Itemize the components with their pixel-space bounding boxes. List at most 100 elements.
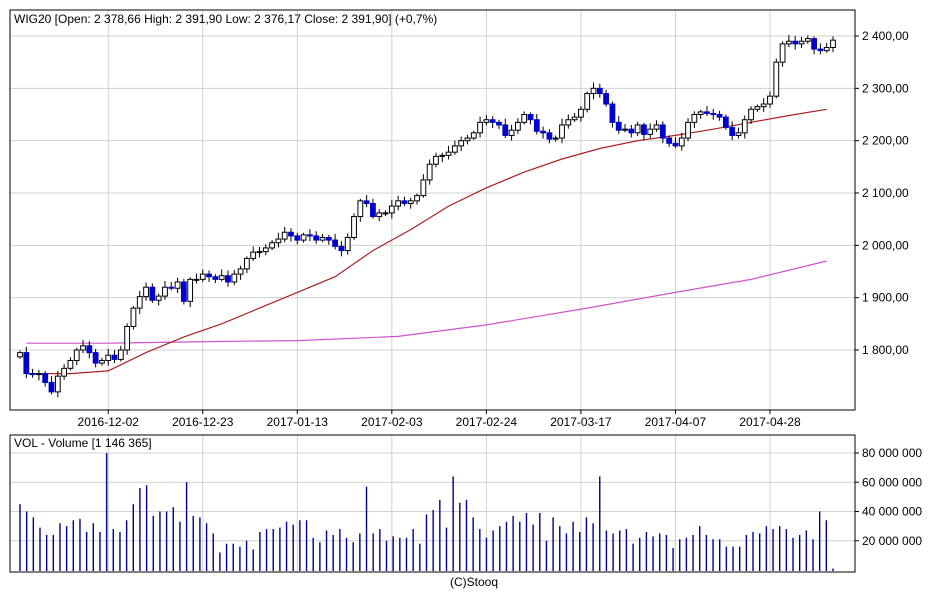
candle: [281, 227, 288, 243]
candle-body: [319, 236, 326, 241]
candle-body: [552, 137, 559, 140]
volume-bars-group: [19, 453, 834, 571]
candle: [54, 370, 61, 398]
candle: [603, 89, 610, 107]
price-grid: [10, 10, 855, 410]
candle: [29, 368, 36, 378]
price-tick-label: 1 800,00: [862, 343, 909, 357]
candle-body: [225, 275, 231, 283]
candle: [180, 278, 187, 305]
candle-body: [180, 281, 187, 302]
price-tick-label: 2 000,00: [862, 238, 909, 252]
candle-body: [811, 38, 817, 50]
candle: [722, 114, 729, 130]
candle: [363, 195, 370, 208]
candle: [773, 58, 780, 99]
price-panel-frame: [9, 9, 856, 411]
candle-body: [256, 251, 263, 254]
candle: [130, 306, 137, 330]
candle-body: [17, 352, 23, 358]
candle-body: [395, 200, 402, 207]
candle: [823, 42, 830, 53]
candle-body: [641, 124, 647, 135]
candle: [496, 119, 502, 130]
candle: [61, 364, 68, 380]
candle-body: [370, 202, 376, 218]
candle: [237, 265, 244, 280]
candle: [357, 198, 364, 222]
candle: [445, 145, 452, 160]
candle: [407, 197, 414, 209]
candle: [420, 174, 427, 198]
x-tick-label: 2017-04-07: [645, 415, 707, 429]
candle-body: [527, 114, 534, 121]
x-tick-label: 2016-12-23: [172, 415, 234, 429]
price-y-axis: 2 400,00 2 300,00 2 200,00 2 100,00 2 000,00…: [855, 29, 909, 357]
candle: [716, 110, 723, 121]
candle-body: [275, 238, 282, 244]
candle-body: [376, 212, 383, 218]
candle-body: [269, 242, 275, 249]
candle: [124, 323, 131, 355]
candle: [704, 106, 710, 117]
candle-body: [741, 119, 748, 134]
candle-body: [773, 61, 780, 97]
candle-body: [785, 40, 792, 45]
candle: [653, 120, 660, 132]
candle: [307, 229, 313, 242]
candle: [559, 118, 565, 144]
candle: [735, 127, 742, 139]
candle: [628, 124, 635, 138]
candle: [250, 246, 257, 262]
candle: [527, 112, 534, 125]
candle: [426, 159, 433, 185]
candle-body: [218, 275, 225, 280]
candle-body: [231, 273, 238, 283]
candle: [143, 282, 149, 301]
candle: [275, 232, 282, 248]
candle: [332, 233, 339, 250]
candle: [136, 290, 143, 314]
candle-body: [439, 154, 446, 157]
candle-body: [281, 231, 288, 240]
candle-body: [433, 155, 439, 165]
candle: [212, 274, 219, 284]
candle: [767, 91, 773, 108]
candle-body: [117, 349, 124, 360]
candle: [641, 122, 647, 141]
candle-body: [149, 286, 156, 301]
candle-body: [451, 145, 458, 153]
candle: [48, 376, 55, 395]
candle-body: [533, 119, 540, 132]
candle: [754, 104, 761, 112]
candle: [92, 348, 99, 368]
candle: [288, 228, 294, 242]
candle: [565, 114, 572, 129]
volume-chart-title: VOL - Volume [1 146 365]: [14, 436, 152, 450]
candle-body: [136, 296, 143, 309]
candle-body: [294, 235, 301, 241]
x-tick-label: 2017-04-28: [739, 415, 801, 429]
candle: [514, 118, 521, 134]
candle: [105, 348, 112, 366]
candle-body: [590, 87, 597, 95]
candle-body: [653, 124, 660, 130]
candle-body: [174, 281, 181, 289]
candle-body: [477, 121, 483, 134]
candle-body: [634, 124, 641, 134]
candle: [313, 231, 320, 244]
candle: [817, 43, 824, 55]
candle-body: [206, 273, 212, 278]
candle: [149, 283, 156, 303]
candle-body: [187, 278, 194, 302]
candle: [521, 111, 528, 125]
candle: [42, 370, 49, 387]
candle: [73, 347, 80, 366]
candle-body: [54, 375, 61, 393]
candle: [571, 112, 578, 122]
candle: [433, 152, 439, 168]
candle: [804, 35, 811, 44]
candle: [760, 98, 767, 112]
candle-body: [313, 235, 320, 241]
candle: [622, 123, 628, 133]
